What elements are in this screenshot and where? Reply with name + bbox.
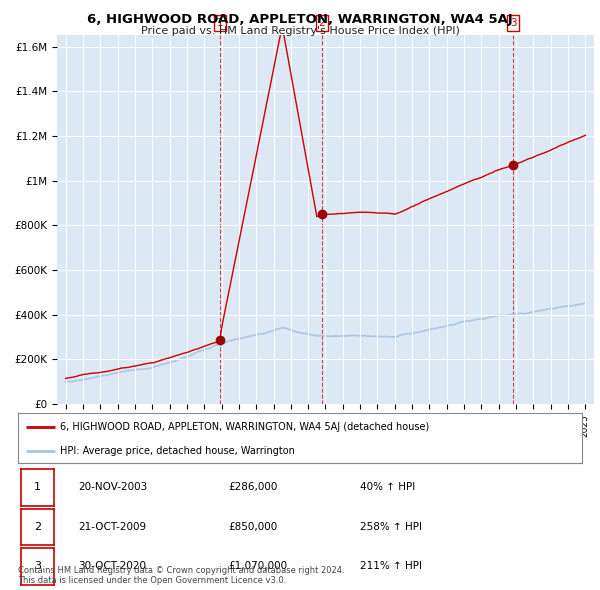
Text: Price paid vs. HM Land Registry's House Price Index (HPI): Price paid vs. HM Land Registry's House … xyxy=(140,26,460,36)
Text: 3: 3 xyxy=(34,562,41,571)
Text: 21-OCT-2009: 21-OCT-2009 xyxy=(78,522,146,532)
Text: 211% ↑ HPI: 211% ↑ HPI xyxy=(360,562,422,571)
Text: 2: 2 xyxy=(34,522,41,532)
Text: 40% ↑ HPI: 40% ↑ HPI xyxy=(360,483,415,492)
Text: 258% ↑ HPI: 258% ↑ HPI xyxy=(360,522,422,532)
Text: 30-OCT-2020: 30-OCT-2020 xyxy=(78,562,146,571)
Text: 1: 1 xyxy=(217,18,223,28)
Text: £1,070,000: £1,070,000 xyxy=(228,562,287,571)
Text: 1: 1 xyxy=(34,483,41,492)
Text: £286,000: £286,000 xyxy=(228,483,277,492)
Text: Contains HM Land Registry data © Crown copyright and database right 2024.
This d: Contains HM Land Registry data © Crown c… xyxy=(18,566,344,585)
Text: 6, HIGHWOOD ROAD, APPLETON, WARRINGTON, WA4 5AJ: 6, HIGHWOOD ROAD, APPLETON, WARRINGTON, … xyxy=(87,13,513,26)
Text: 20-NOV-2003: 20-NOV-2003 xyxy=(78,483,147,492)
Text: 3: 3 xyxy=(510,18,517,28)
Text: £850,000: £850,000 xyxy=(228,522,277,532)
Text: HPI: Average price, detached house, Warrington: HPI: Average price, detached house, Warr… xyxy=(60,445,295,455)
Text: 2: 2 xyxy=(319,18,325,28)
Text: 6, HIGHWOOD ROAD, APPLETON, WARRINGTON, WA4 5AJ (detached house): 6, HIGHWOOD ROAD, APPLETON, WARRINGTON, … xyxy=(60,422,430,432)
